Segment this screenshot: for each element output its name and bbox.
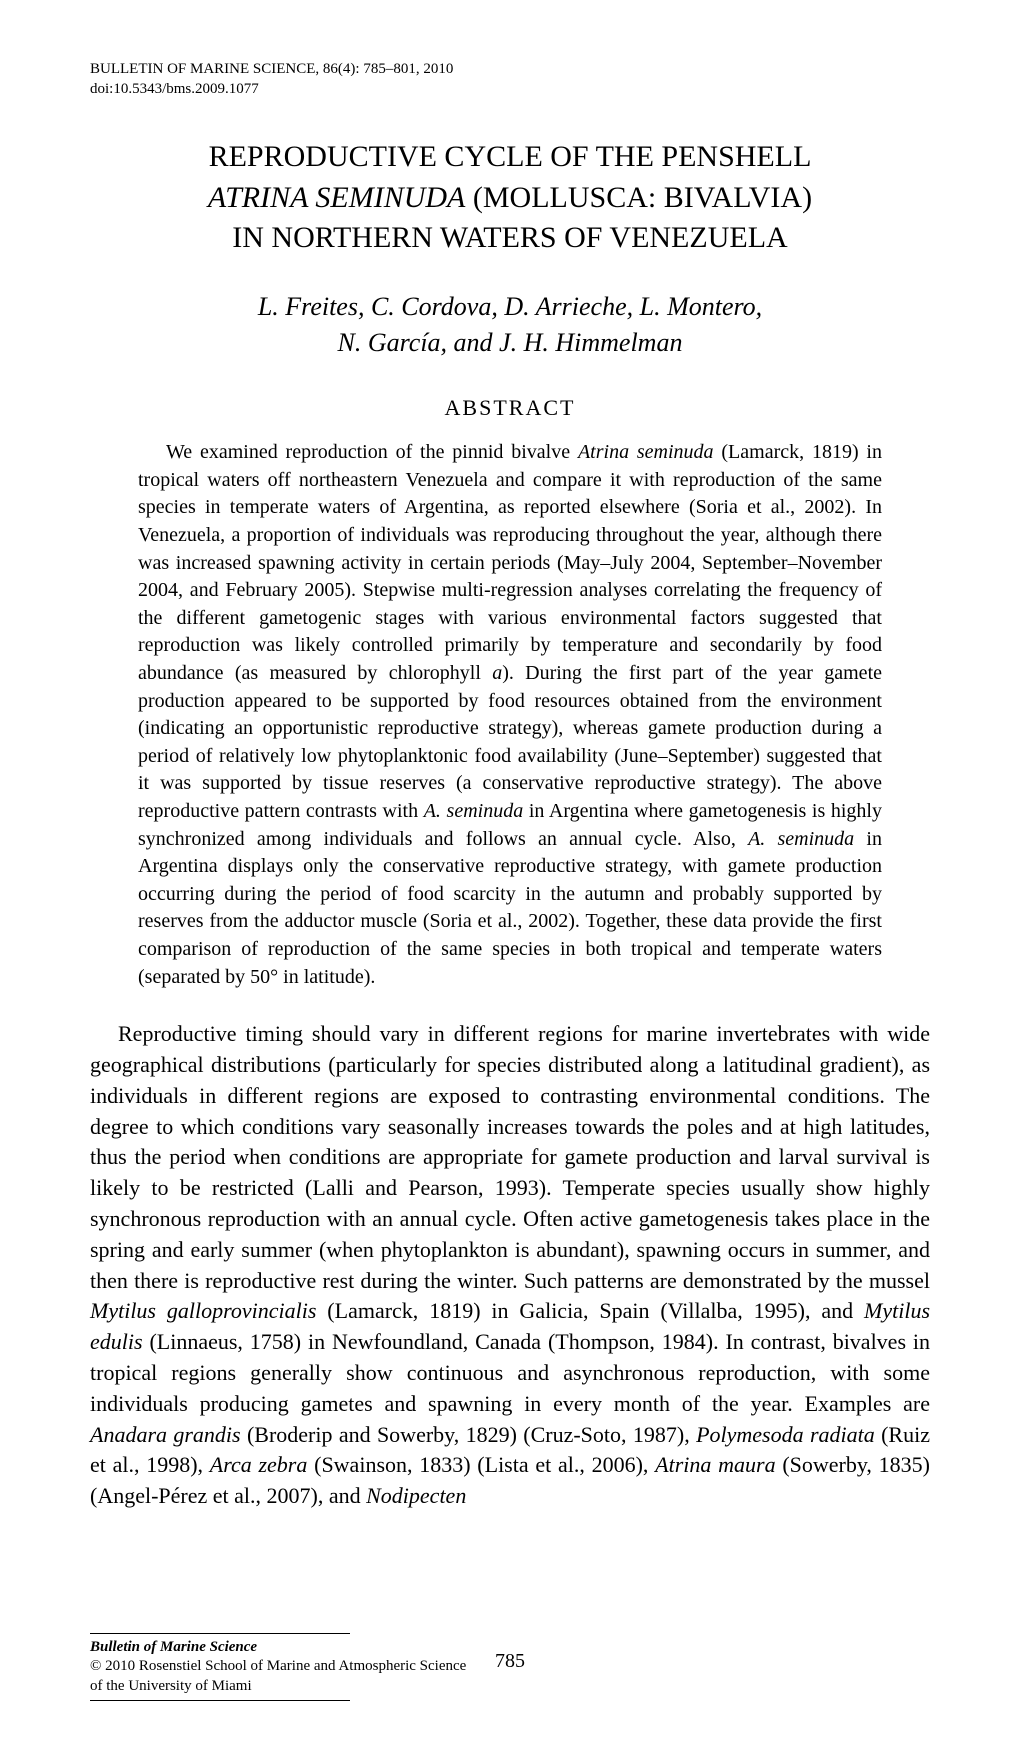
footer-journal: Bulletin of Marine Science bbox=[90, 1639, 257, 1655]
body-paragraph: Reproductive timing should vary in diffe… bbox=[90, 1019, 930, 1512]
footer-rule-top bbox=[90, 1633, 350, 1634]
abstract-body: We examined reproduction of the pinnid b… bbox=[138, 439, 882, 991]
footer: Bulletin of Marine Science © 2010 Rosens… bbox=[90, 1633, 930, 1702]
title-line3: IN NORTHERN WATERS OF VENEZUELA bbox=[232, 221, 787, 254]
footer-copyright1: © 2010 Rosenstiel School of Marine and A… bbox=[90, 1658, 466, 1674]
authors: L. Freites, C. Cordova, D. Arrieche, L. … bbox=[150, 289, 870, 362]
title-species: ATRINA SEMINUDA bbox=[208, 181, 465, 214]
authors-line1: L. Freites, C. Cordova, D. Arrieche, L. … bbox=[258, 292, 762, 321]
running-head: BULLETIN OF MARINE SCIENCE, 86(4): 785–8… bbox=[90, 60, 930, 99]
footer-copyright2: of the University of Miami bbox=[90, 1678, 252, 1694]
authors-line2: N. García, and J. H. Himmelman bbox=[338, 328, 683, 357]
footer-text: Bulletin of Marine Science © 2010 Rosens… bbox=[90, 1638, 930, 1697]
title-line2-post: (MOLLUSCA: BIVALVIA) bbox=[465, 181, 812, 214]
page: BULLETIN OF MARINE SCIENCE, 86(4): 785–8… bbox=[0, 0, 1020, 1751]
running-head-line1: BULLETIN OF MARINE SCIENCE, 86(4): 785–8… bbox=[90, 60, 930, 80]
title-line1: REPRODUCTIVE CYCLE OF THE PENSHELL bbox=[209, 140, 812, 173]
footer-rule-bottom bbox=[90, 1700, 350, 1701]
running-head-line2: doi:10.5343/bms.2009.1077 bbox=[90, 80, 930, 100]
abstract-heading: ABSTRACT bbox=[90, 395, 930, 421]
article-title: REPRODUCTIVE CYCLE OF THE PENSHELL ATRIN… bbox=[120, 137, 900, 259]
